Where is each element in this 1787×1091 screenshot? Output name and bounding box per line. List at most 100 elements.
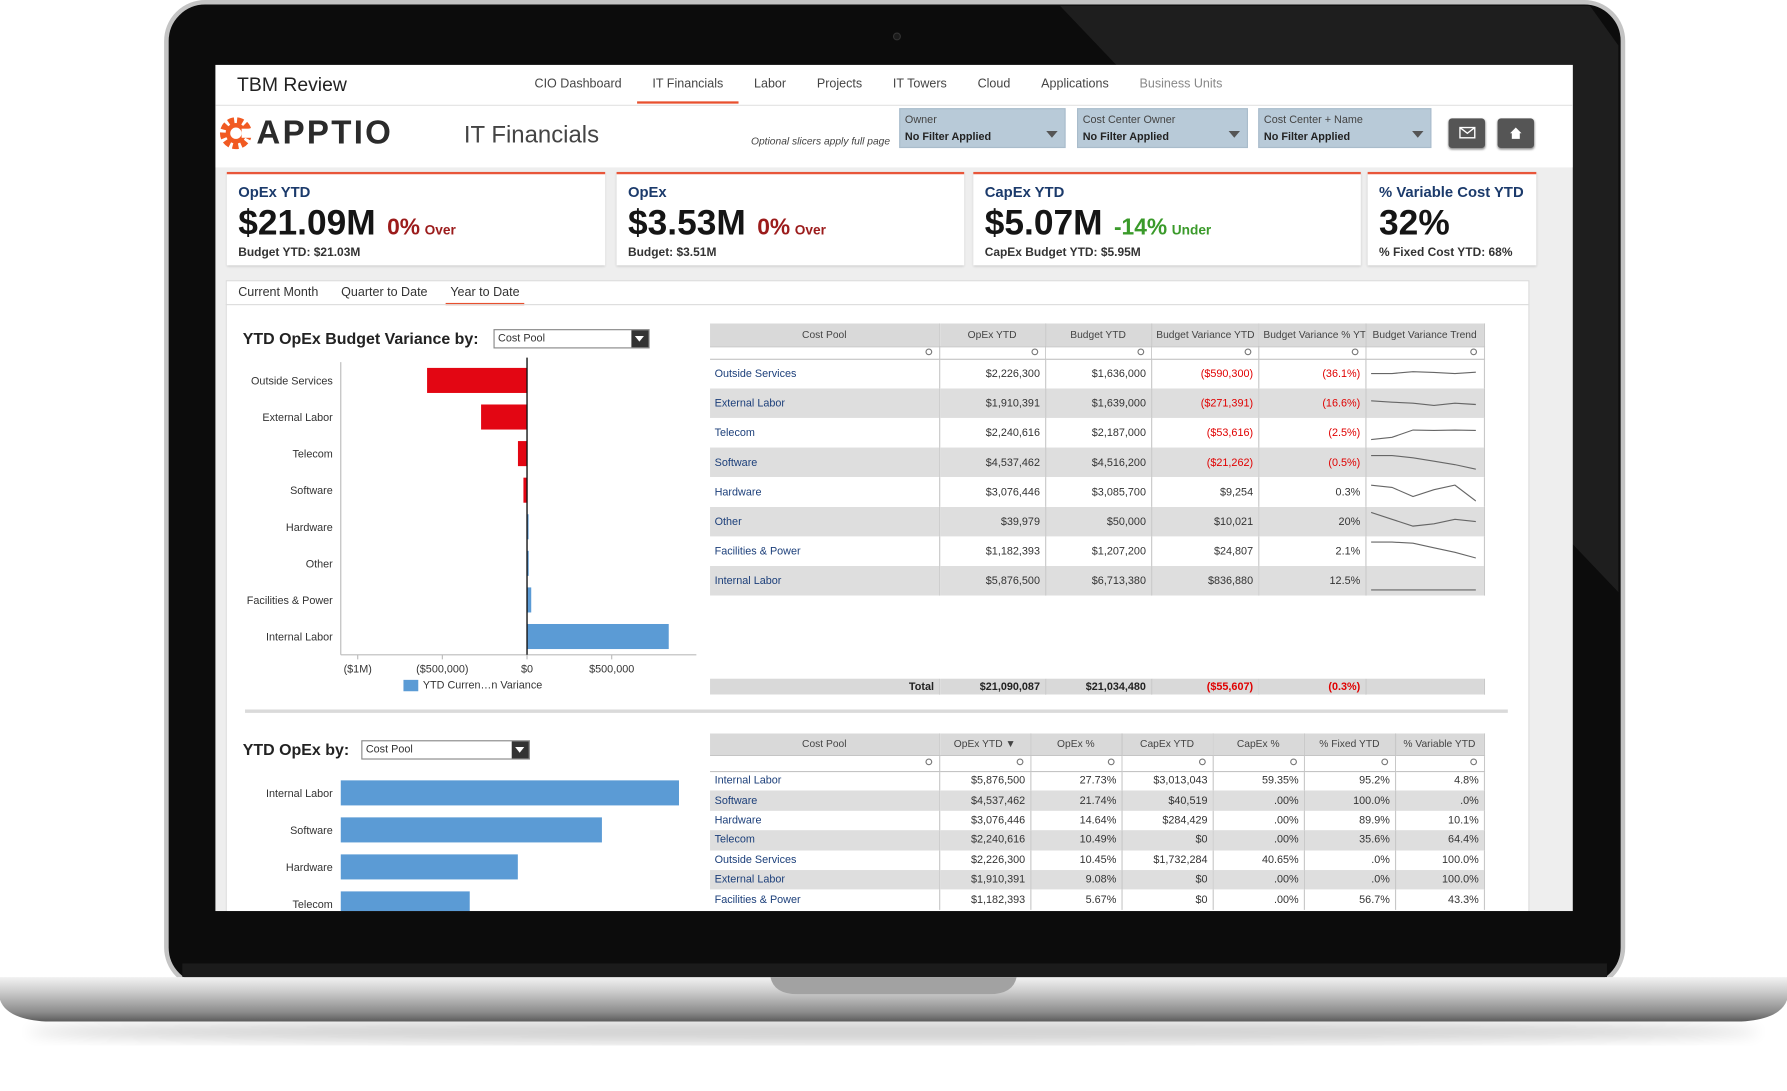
total-cell (1365, 678, 1485, 695)
slicer-label: Cost Center + Name (1263, 113, 1363, 127)
cost-pool-link[interactable]: Outside Services (710, 358, 940, 389)
nav-item[interactable]: Projects (816, 77, 863, 92)
filter-cell[interactable] (710, 346, 940, 360)
cost-pool-link[interactable]: Telecom (710, 417, 940, 448)
slicer[interactable]: Cost Center Owner No Filter Applied (1077, 108, 1248, 149)
nav-item[interactable]: CIO Dashboard (534, 77, 622, 92)
table-cell: 100.0% (1394, 869, 1485, 890)
slicer[interactable]: Owner No Filter Applied (899, 108, 1066, 149)
table-cell: $1,207,200 (1045, 536, 1152, 566)
table-cell: 9.08% (1030, 869, 1123, 890)
cost-pool-link[interactable]: External Labor (710, 388, 940, 418)
section-title: YTD OpEx by: (242, 740, 350, 759)
cost-pool-link[interactable]: Hardware (710, 477, 940, 507)
sparkline-box (1370, 371, 1476, 375)
email-button[interactable] (1448, 118, 1486, 149)
nav-item[interactable]: Labor (754, 77, 787, 92)
base (0, 977, 1787, 1022)
table-cell: 20% (1258, 506, 1366, 537)
column-header[interactable]: Budget Variance YTD ▲ (1151, 323, 1259, 347)
logo-mark (219, 117, 254, 150)
filter-row (710, 755, 1485, 772)
cost-pool-link[interactable]: Other (710, 506, 940, 537)
table-cell: $5,876,500 (939, 565, 1046, 596)
home-button[interactable] (1497, 118, 1535, 149)
filter-cell[interactable] (1258, 346, 1366, 360)
nav-item[interactable]: IT Financials (637, 65, 739, 104)
camera (892, 32, 901, 41)
column-header[interactable]: Cost Pool (710, 733, 940, 756)
nav-item[interactable]: Cloud (977, 77, 1011, 92)
table-cell: $1,636,000 (1045, 358, 1152, 389)
filter-cell[interactable] (1121, 755, 1214, 772)
filter-cell[interactable] (1030, 755, 1123, 772)
filter-cell[interactable] (1212, 755, 1305, 772)
cost-pool-link[interactable]: Software (710, 790, 940, 811)
cost-pool-link[interactable]: Internal Labor (710, 565, 940, 596)
column-header[interactable]: Budget YTD (1045, 323, 1152, 347)
column-header[interactable]: % Fixed YTD (1303, 733, 1396, 756)
column-header[interactable]: OpEx % (1030, 733, 1123, 756)
kpi-card: CapEx YTD $5.07M -14% Under CapEx Budget YTD… (973, 171, 1361, 266)
bar (527, 514, 529, 540)
table-cell: $39,979 (939, 506, 1046, 537)
sparkline-box (1370, 400, 1476, 406)
column-header[interactable]: Budget Variance % YTD (1258, 323, 1366, 347)
table-cell: $1,182,393 (939, 536, 1046, 566)
filter-cell[interactable] (1303, 755, 1396, 772)
column-header[interactable]: OpEx YTD ▼ (939, 733, 1031, 756)
column-header[interactable]: CapEx % (1212, 733, 1305, 756)
filter-cell[interactable] (939, 346, 1046, 360)
nav-item[interactable]: Applications (1041, 77, 1109, 92)
cost-pool-link[interactable]: Telecom (710, 830, 940, 851)
sparkline (1370, 454, 1476, 470)
filter-cell[interactable] (1151, 346, 1259, 360)
cost-pool-link[interactable]: Software (710, 447, 940, 478)
cost-pool-link[interactable]: Internal Labor (710, 770, 940, 791)
tab[interactable]: Quarter to Date (341, 285, 428, 300)
filter-cell[interactable] (1394, 755, 1485, 772)
filter-row (710, 346, 1485, 360)
filter-cell[interactable] (1365, 346, 1485, 360)
column-header[interactable]: OpEx YTD (939, 323, 1046, 347)
filter-cell[interactable] (710, 755, 940, 772)
table-row: Telecom $2,240,616 10.49% $0.00% 35.6% 64.4% (710, 830, 1485, 851)
bar (340, 854, 518, 880)
column-header[interactable]: CapEx YTD (1121, 733, 1214, 756)
table-cell: 100.0% (1303, 790, 1396, 811)
cost-pool-link[interactable]: Hardware (710, 810, 940, 831)
table-row: Telecom $2,240,616 $2,187,000 ($53,616) (2.5… (710, 417, 1485, 448)
table-cell: $4,516,200 (1045, 447, 1152, 478)
dropdown[interactable]: Cost Pool (361, 740, 530, 760)
tab[interactable]: Current Month (238, 285, 319, 300)
kpi-change-label: Over (794, 222, 826, 239)
filter-cell[interactable] (1045, 346, 1152, 360)
sparkline (1370, 400, 1476, 406)
bar (517, 441, 528, 467)
column-header[interactable]: Cost Pool (710, 323, 940, 347)
filter-cell[interactable] (939, 755, 1031, 772)
cost-pool-link[interactable]: External Labor (710, 869, 940, 890)
column-header[interactable]: % Variable YTD (1394, 733, 1485, 756)
page-title: IT Financials (463, 121, 600, 149)
total-cell: $21,090,087 (939, 678, 1046, 695)
trend-cell (1365, 417, 1485, 448)
nav-item[interactable]: IT Towers (892, 77, 947, 92)
y-tick-label: Telecom (293, 899, 333, 911)
cost-pool-link[interactable]: Outside Services (710, 850, 940, 870)
slicer[interactable]: Cost Center + Name No Filter Applied (1258, 108, 1432, 149)
table-cell: 56.7% (1303, 889, 1396, 910)
email-icon (1459, 126, 1476, 139)
kpi-subtitle: % Fixed Cost YTD: 68% (1379, 245, 1513, 260)
table-cell: $1,182,393 (939, 889, 1031, 910)
table-cell: 59.35% (1212, 770, 1305, 791)
table-row: Software $4,537,462 21.74% $40,519.00% 100.0… (710, 790, 1485, 811)
tab[interactable]: Year to Date (445, 285, 525, 306)
cost-pool-link[interactable]: Facilities & Power (710, 536, 940, 566)
cost-pool-link[interactable]: Facilities & Power (710, 889, 940, 910)
nav-item[interactable]: Business Units (1139, 77, 1223, 92)
column-header[interactable]: Budget Variance Trend (1365, 323, 1485, 347)
dropdown[interactable]: Cost Pool (493, 329, 650, 349)
legend-label: YTD Curren…n Variance (423, 679, 542, 691)
x-tick-label: ($500,000) (416, 663, 468, 675)
